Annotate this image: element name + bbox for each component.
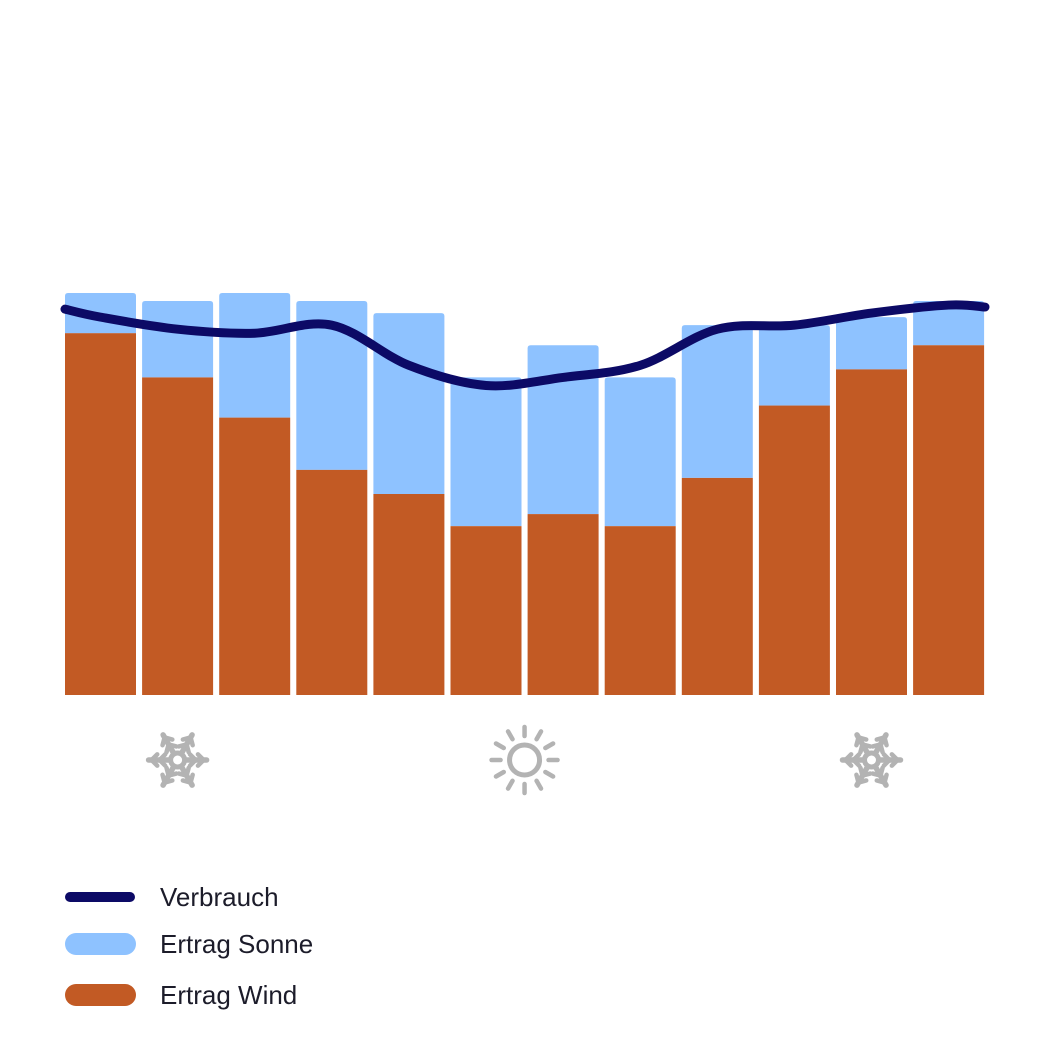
bars-layer: [65, 293, 985, 695]
bar-sonne-2: [142, 301, 214, 378]
legend-label-verbrauch: Verbrauch: [160, 882, 279, 912]
bar-sonne-5: [373, 313, 445, 494]
bar-wind-4: [296, 469, 368, 695]
line-verbrauch: [60, 300, 990, 391]
bar-sonne-7: [527, 345, 599, 515]
season-icons: [145, 724, 904, 796]
bar-wind-9: [681, 477, 753, 695]
bar-sonne-10: [758, 325, 830, 406]
snowflake-icon: [839, 732, 904, 788]
bar-wind-1: [65, 333, 136, 695]
line-layer: [60, 300, 990, 391]
bar-sonne-9: [681, 325, 753, 478]
snowflake-icon: [145, 732, 210, 788]
legend-label-wind: Ertrag Wind: [160, 980, 297, 1010]
bar-wind-12: [913, 345, 985, 695]
bar-sonne-12: [913, 301, 985, 346]
bar-wind-5: [373, 494, 445, 695]
bar-wind-7: [527, 514, 599, 695]
bar-sonne-6: [450, 377, 522, 527]
bar-wind-2: [142, 377, 214, 695]
bar-sonne-4: [296, 301, 368, 470]
bar-sonne-8: [604, 377, 676, 527]
bar-wind-6: [450, 526, 522, 695]
bar-sonne-11: [836, 317, 907, 370]
legend-swatch-wind: [65, 984, 136, 1006]
bar-wind-3: [219, 417, 291, 695]
bar-sonne-3: [219, 293, 291, 418]
bar-wind-11: [836, 369, 907, 695]
bar-wind-8: [604, 526, 676, 695]
legend-swatch-sonne: [65, 933, 136, 955]
bar-wind-10: [758, 405, 830, 695]
sun-icon: [489, 724, 560, 796]
legend-label-sonne: Ertrag Sonne: [160, 929, 313, 959]
legend: Verbrauch Ertrag Sonne Ertrag Wind: [65, 882, 313, 1010]
